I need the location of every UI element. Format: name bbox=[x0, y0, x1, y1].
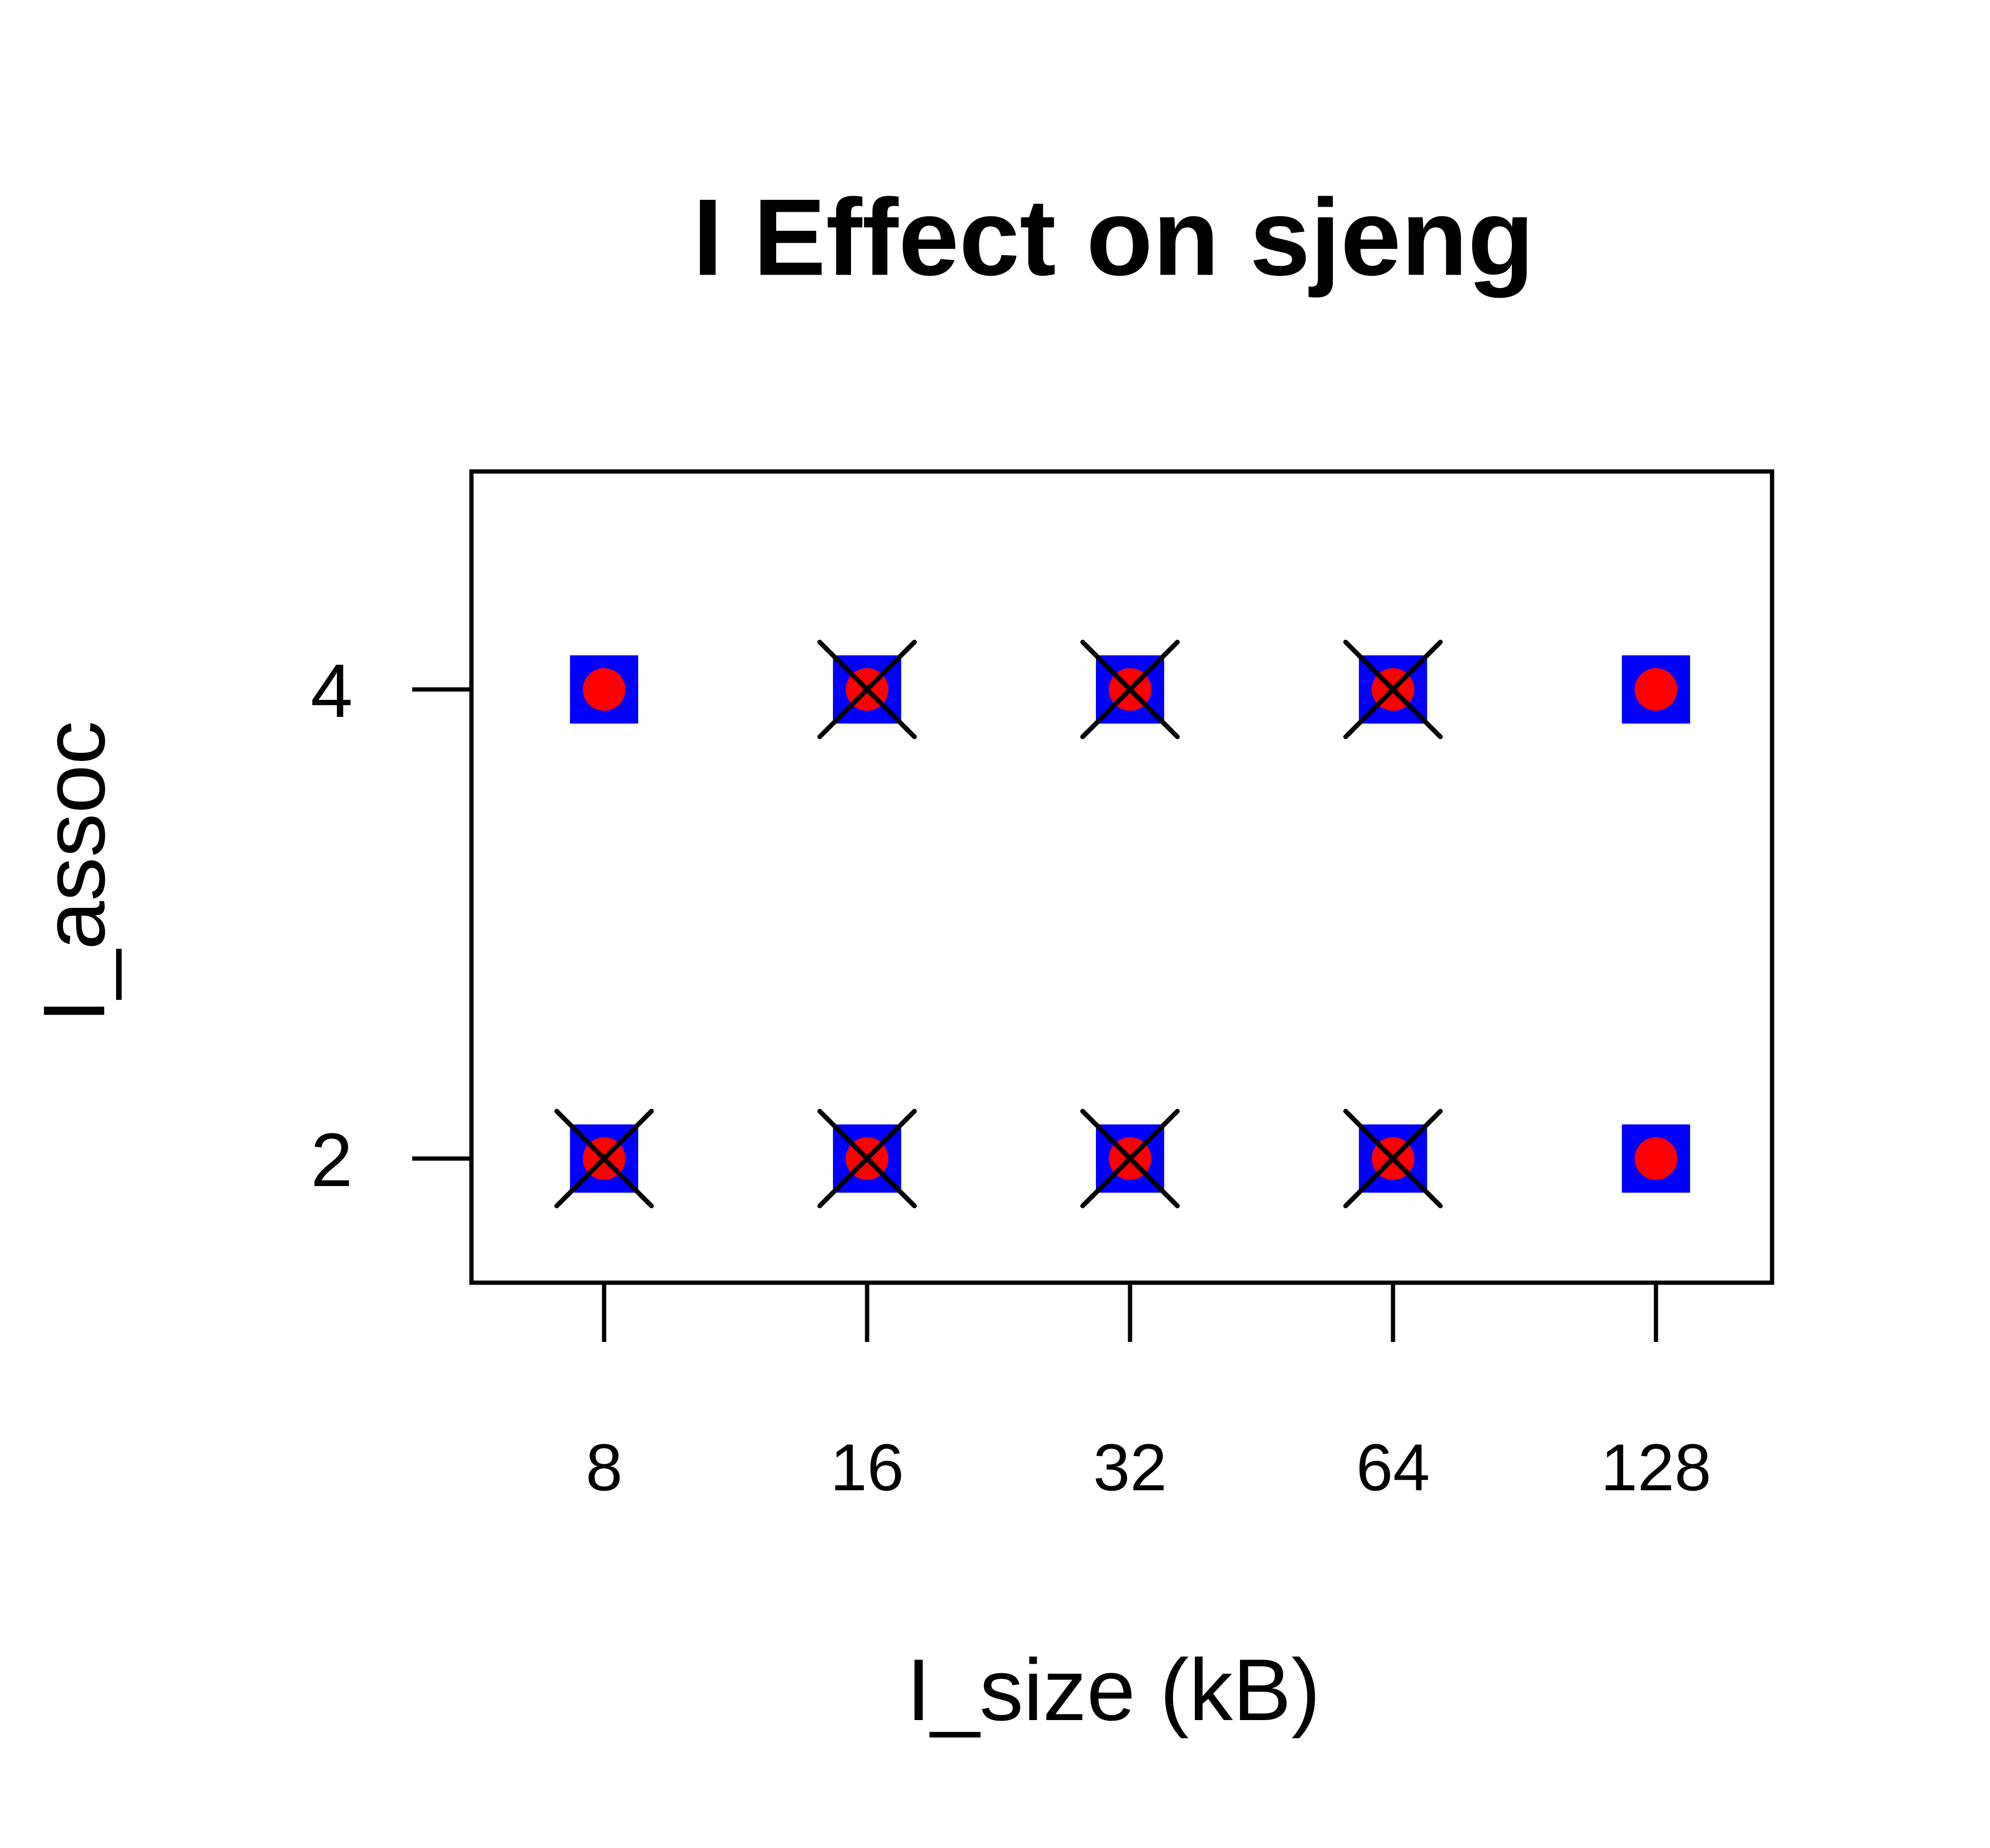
x-tick-label-64: 64 bbox=[1356, 1430, 1430, 1504]
y-axis: 24 bbox=[311, 648, 471, 1202]
circle-marker-128-2 bbox=[1635, 1137, 1677, 1180]
y-tick-label-2: 2 bbox=[311, 1117, 353, 1202]
cross-marker-8-2 bbox=[554, 1109, 654, 1208]
x-tick-label-32: 32 bbox=[1093, 1430, 1167, 1504]
cross-marker-32-4 bbox=[1080, 640, 1180, 739]
y-tick-label-4: 4 bbox=[311, 648, 353, 733]
cross-marker-16-2 bbox=[817, 1109, 917, 1208]
cross-marker-16-4 bbox=[817, 640, 917, 739]
circle-marker-8-4 bbox=[583, 668, 625, 711]
cross-marker-32-2 bbox=[1080, 1109, 1180, 1208]
x-tick-label-8: 8 bbox=[586, 1430, 623, 1504]
cross-marker-64-4 bbox=[1343, 640, 1443, 739]
data-markers bbox=[554, 640, 1690, 1208]
x-tick-label-16: 16 bbox=[830, 1430, 904, 1504]
circle-marker-128-4 bbox=[1635, 668, 1677, 711]
x-axis-label: I_size (kB) bbox=[906, 1641, 1321, 1739]
chart-title: I Effect on sjeng bbox=[693, 176, 1534, 298]
y-axis-label: I_assoc bbox=[26, 721, 123, 1023]
cross-marker-64-2 bbox=[1343, 1109, 1443, 1208]
x-tick-label-128: 128 bbox=[1601, 1430, 1711, 1504]
x-axis: 8 16 32 64 128 bbox=[586, 1283, 1711, 1504]
plot-frame bbox=[469, 469, 1774, 1285]
